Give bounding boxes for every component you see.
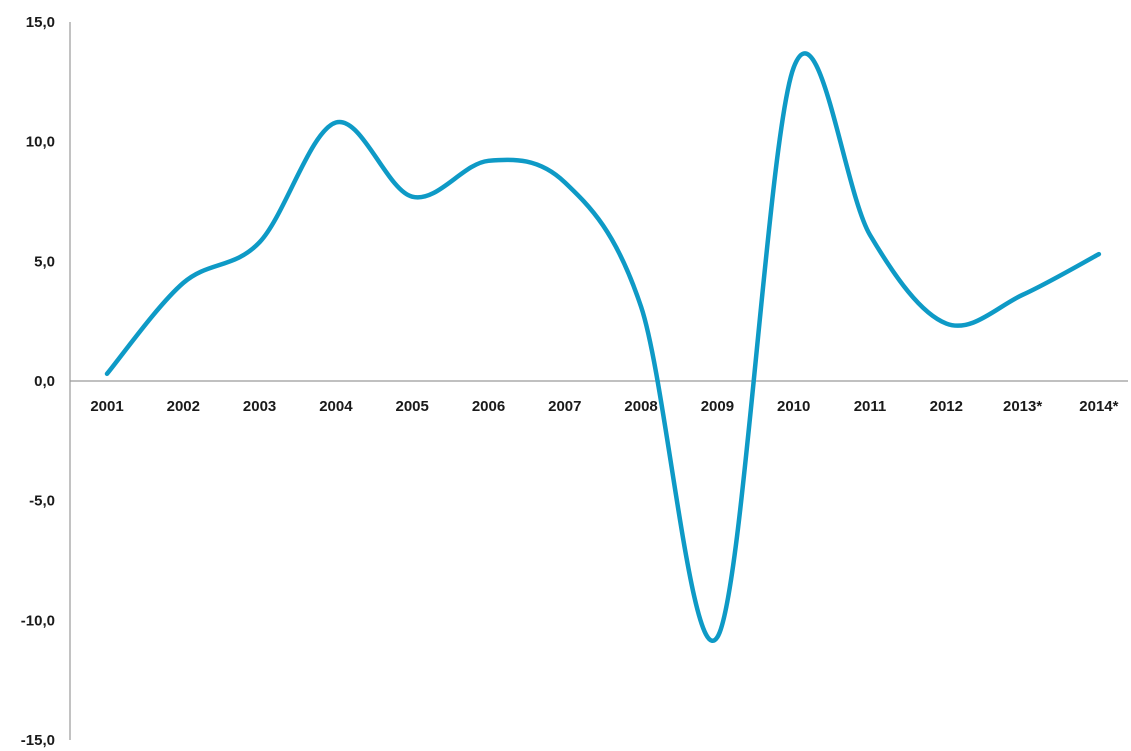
x-tick-label: 2009 bbox=[701, 398, 734, 415]
x-tick-label: 2004 bbox=[319, 398, 353, 415]
y-tick-label: -15,0 bbox=[21, 732, 55, 749]
y-tick-label: 10,0 bbox=[26, 134, 55, 151]
x-tick-label: 2002 bbox=[167, 398, 200, 415]
x-tick-label: 2012 bbox=[930, 398, 963, 415]
x-tick-label: 2005 bbox=[396, 398, 429, 415]
x-tick-labels: 2001 2002 2003 2004 2005 2006 2007 2008 2009 2010… bbox=[90, 398, 1118, 415]
x-tick-label: 2008 bbox=[624, 398, 657, 415]
x-tick-label: 2006 bbox=[472, 398, 505, 415]
x-tick-label: 2014* bbox=[1079, 398, 1118, 415]
y-tick-label: -5,0 bbox=[29, 493, 55, 510]
x-tick-label: 2001 bbox=[90, 398, 123, 415]
series-line bbox=[104, 51, 1102, 643]
y-tick-label: 15,0 bbox=[26, 14, 55, 31]
x-tick-label: 2011 bbox=[854, 398, 887, 415]
series-group bbox=[104, 51, 1102, 643]
y-tick-labels: 15,0 10,0 5,0 0,0 -5,0 -10,0 -15,0 bbox=[21, 14, 55, 749]
x-tick-label: 2003 bbox=[243, 398, 276, 415]
x-tick-label: 2010 bbox=[777, 398, 810, 415]
y-tick-label: 5,0 bbox=[34, 253, 55, 270]
x-tick-label: 2013* bbox=[1003, 398, 1042, 415]
y-tick-label: -10,0 bbox=[21, 612, 55, 629]
y-tick-label: 0,0 bbox=[34, 373, 55, 390]
x-tick-label: 2007 bbox=[548, 398, 581, 415]
